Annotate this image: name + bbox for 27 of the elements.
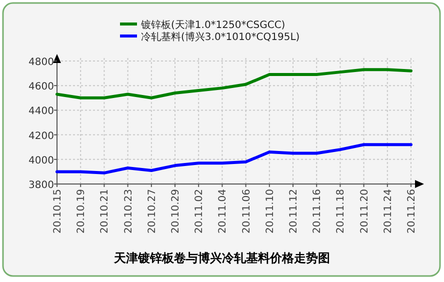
x-tick-label: 20.11.02 (194, 189, 206, 234)
x-tick-label: 20.11.04 (218, 189, 229, 234)
x-tick-label: 20.10.27 (146, 189, 158, 234)
x-tick-label: 20.11.20 (359, 189, 370, 234)
x-tick-label: 20.10.19 (76, 189, 88, 234)
legend-label: 冷轧基料(博兴3.0*1010*CQ195L) (141, 31, 300, 43)
x-tick-label: 20.11.26 (406, 189, 418, 234)
y-tick-label: 4000 (28, 155, 54, 166)
line-series (56, 143, 412, 174)
y-tick-label: 4600 (28, 82, 54, 93)
legend-label: 镀锌板(天津1.0*1250*CSGCC) (140, 19, 286, 31)
x-tick-label: 20.11.16 (312, 189, 324, 234)
x-tick-label: 20.11.10 (264, 189, 276, 234)
y-tick-label: 4400 (28, 106, 54, 118)
line-series (56, 68, 412, 100)
x-tick-label: 20.10.15 (52, 189, 64, 234)
y-tick-label: 4200 (28, 130, 54, 142)
y-tick-label: 4800 (28, 57, 54, 68)
x-tick-label: 20.10.23 (123, 189, 134, 234)
x-tick-label: 20.10.21 (100, 189, 111, 234)
x-tick-label: 20.11.18 (336, 189, 347, 234)
x-tick-label: 20.11.06 (241, 189, 252, 234)
text: 天津镀锌板卷与博兴冷轧基料价格走势图 (113, 251, 330, 265)
x-tick-label: 20.11.24 (382, 189, 394, 234)
x-tick-label: 20.11.12 (288, 189, 300, 234)
y-tick-label: 3800 (28, 180, 54, 191)
x-tick-label: 20.10.29 (170, 189, 182, 234)
